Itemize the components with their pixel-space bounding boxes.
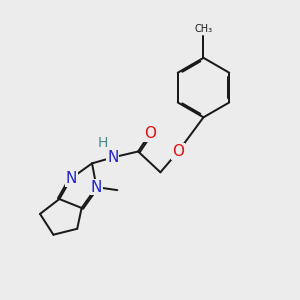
Text: N: N: [91, 180, 102, 195]
Text: CH₃: CH₃: [194, 24, 213, 34]
Text: O: O: [144, 126, 156, 141]
Text: O: O: [172, 144, 184, 159]
Text: H: H: [97, 136, 108, 150]
Text: N: N: [65, 171, 77, 186]
Text: N: N: [107, 150, 118, 165]
